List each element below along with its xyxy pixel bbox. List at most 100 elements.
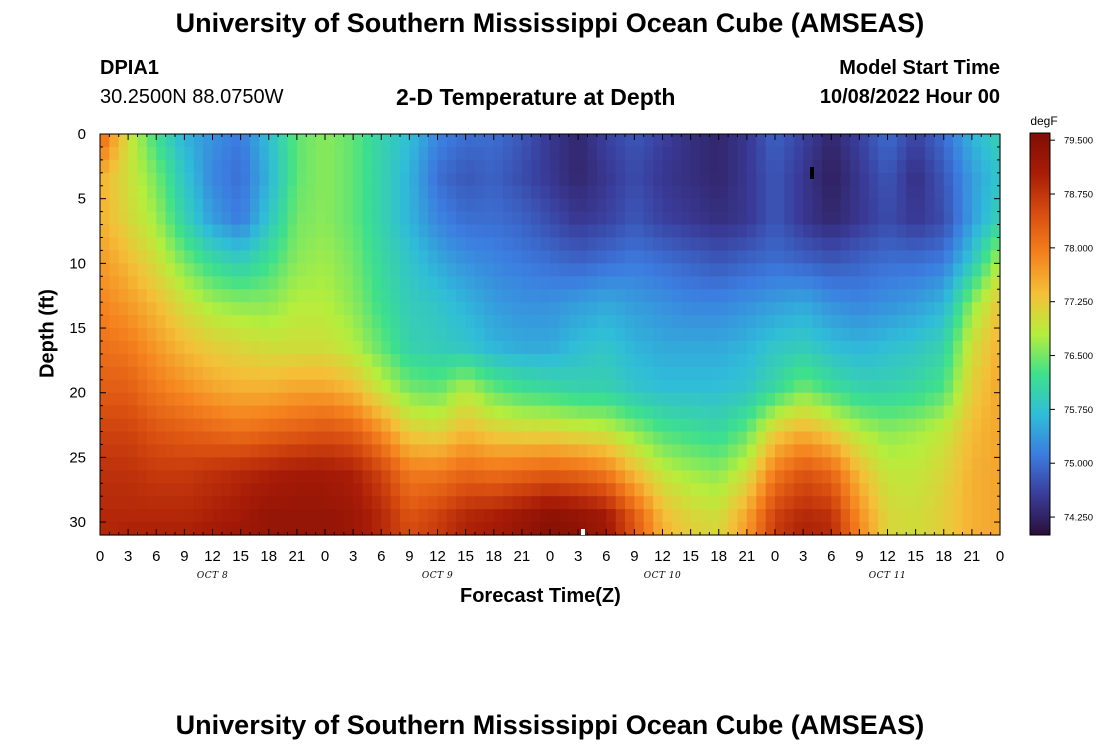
- heatmap-cell: [503, 289, 514, 303]
- heatmap-cell: [240, 483, 251, 497]
- heatmap-cell: [765, 315, 776, 329]
- heatmap-cell: [793, 405, 804, 420]
- heatmap-cell: [643, 134, 654, 148]
- heatmap-cell: [240, 392, 251, 407]
- heatmap-cell: [521, 237, 532, 252]
- heatmap-cell: [193, 444, 204, 458]
- heatmap-cell: [971, 431, 982, 446]
- heatmap-cell: [409, 431, 420, 446]
- heatmap-cell: [756, 328, 767, 342]
- heatmap-cell: [559, 496, 570, 510]
- heatmap-cell: [446, 198, 457, 213]
- heatmap-cell: [559, 418, 570, 433]
- heatmap-cell: [540, 366, 551, 381]
- heatmap-cell: [362, 198, 373, 213]
- heatmap-cell: [859, 340, 870, 355]
- heatmap-cell: [971, 172, 982, 187]
- heatmap-cell: [906, 276, 917, 290]
- heatmap-cell: [653, 276, 664, 290]
- heatmap-cell: [784, 159, 795, 174]
- heatmap-cell: [278, 224, 289, 239]
- day-label: OCT 8: [197, 571, 228, 581]
- heatmap-cell: [896, 237, 907, 252]
- heatmap-cell: [793, 146, 804, 161]
- heatmap-cell: [493, 405, 504, 420]
- heatmap-cell: [493, 328, 504, 342]
- heatmap-cell: [831, 250, 842, 264]
- heatmap-cell: [596, 146, 607, 161]
- heatmap-cell: [840, 237, 851, 252]
- heatmap-cell: [418, 366, 429, 381]
- heatmap-cell: [456, 328, 467, 342]
- heatmap-cell: [465, 457, 476, 471]
- heatmap-cell: [128, 328, 139, 342]
- heatmap-cell: [896, 211, 907, 226]
- heatmap-cell: [334, 211, 345, 226]
- heatmap-cell: [850, 250, 860, 264]
- heatmap-cell: [559, 457, 570, 471]
- heatmap-cell: [334, 159, 345, 174]
- heatmap-cell: [775, 250, 785, 264]
- heatmap-cell: [756, 340, 767, 355]
- heatmap-cell: [587, 457, 598, 471]
- heatmap-cell: [240, 134, 251, 148]
- heatmap-cell: [756, 483, 767, 497]
- heatmap-cell: [475, 379, 485, 394]
- heatmap-cell: [568, 237, 579, 252]
- heatmap-cell: [296, 159, 307, 174]
- heatmap-cell: [493, 431, 504, 446]
- heatmap-cell: [109, 470, 120, 484]
- heatmap-cell: [662, 224, 673, 239]
- heatmap-cell: [540, 211, 551, 226]
- colorbar-label: 77.250: [1064, 297, 1093, 308]
- heatmap-cell: [128, 198, 139, 213]
- heatmap-cell: [962, 172, 973, 187]
- heatmap-cell: [821, 457, 832, 471]
- heatmap-cell: [634, 302, 645, 316]
- heatmap-cell: [100, 418, 110, 433]
- heatmap-cell: [840, 470, 851, 484]
- heatmap-cell: [231, 353, 242, 368]
- heatmap-cell: [634, 496, 645, 510]
- heatmap-cell: [343, 224, 354, 239]
- heatmap-cell: [962, 302, 973, 316]
- heatmap-cell: [381, 340, 392, 355]
- heatmap-cell: [531, 470, 542, 484]
- heatmap-cell: [784, 366, 795, 381]
- heatmap-cell: [859, 315, 870, 329]
- heatmap-cell: [681, 237, 692, 252]
- heatmap-cell: [521, 172, 532, 187]
- heatmap-cell: [737, 224, 748, 239]
- heatmap-cell: [306, 159, 317, 174]
- heatmap-cell: [353, 418, 364, 433]
- heatmap-cell: [512, 457, 523, 471]
- heatmap-cell: [690, 444, 701, 458]
- heatmap-cell: [578, 172, 589, 187]
- heatmap-cell: [606, 276, 617, 290]
- heatmap-cell: [653, 366, 664, 381]
- heatmap-cell: [109, 405, 120, 420]
- heatmap-cell: [315, 237, 326, 252]
- heatmap-cell: [812, 483, 823, 497]
- heatmap-cell: [353, 483, 364, 497]
- heatmap-cell: [203, 315, 214, 329]
- heatmap-cell: [775, 483, 785, 497]
- heatmap-cell: [409, 315, 420, 329]
- heatmap-cell: [315, 263, 326, 277]
- heatmap-cell: [700, 328, 710, 342]
- heatmap-cell: [428, 237, 439, 252]
- heatmap-cell: [578, 405, 589, 420]
- x-tick-label: 15: [232, 548, 249, 565]
- heatmap-cell: [400, 315, 410, 329]
- heatmap-cell: [709, 198, 720, 213]
- heatmap-cell: [231, 431, 242, 446]
- heatmap-cell: [156, 483, 167, 497]
- heatmap-cell: [821, 328, 832, 342]
- heatmap-cell: [118, 457, 129, 471]
- heatmap-cell: [325, 444, 335, 458]
- heatmap-cell: [878, 340, 889, 355]
- heatmap-cell: [259, 159, 270, 174]
- heatmap-cell: [400, 431, 410, 446]
- heatmap-cell: [390, 483, 401, 497]
- heatmap-cell: [906, 315, 917, 329]
